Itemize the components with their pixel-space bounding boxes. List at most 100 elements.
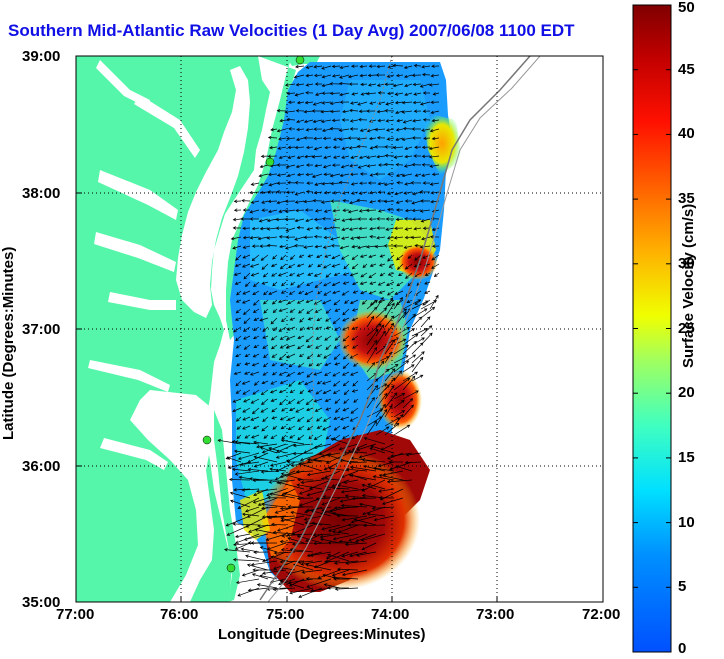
velocity-arrow xyxy=(315,226,322,230)
velocity-arrow xyxy=(325,272,332,278)
velocity-arrow xyxy=(343,479,359,484)
velocity-arrow xyxy=(300,479,323,485)
velocity-arrow xyxy=(306,308,314,314)
velocity-arrow xyxy=(413,227,422,231)
velocity-arrow xyxy=(341,118,350,122)
velocity-arrow xyxy=(232,217,242,222)
velocity-arrow xyxy=(341,218,350,222)
velocity-arrow xyxy=(375,426,390,436)
velocity-arrow xyxy=(303,136,314,140)
velocity-arrow xyxy=(267,209,278,214)
velocity-arrow xyxy=(269,467,287,472)
velocity-arrow xyxy=(313,65,323,69)
velocity-arrow xyxy=(369,173,377,177)
velocity-arrow xyxy=(296,299,305,304)
velocity-arrow xyxy=(411,73,422,78)
velocity-arrow xyxy=(296,172,305,177)
velocity-arrow xyxy=(361,483,377,490)
colorbar-tick-label: 25 xyxy=(678,319,695,337)
velocity-arrow xyxy=(233,326,242,333)
velocity-arrow xyxy=(243,326,251,332)
velocity-arrow xyxy=(384,384,395,400)
velocity-arrow xyxy=(324,371,332,376)
velocity-arrow xyxy=(387,65,395,69)
velocity-arrow xyxy=(351,308,359,312)
velocity-arrow xyxy=(404,154,413,159)
velocity-arrow xyxy=(243,533,269,541)
velocity-arrow xyxy=(431,244,440,248)
field-yellow-ne xyxy=(422,112,462,175)
velocity-arrow xyxy=(366,109,377,113)
velocity-arrow xyxy=(396,118,404,123)
velocity-arrow xyxy=(243,371,251,375)
velocity-arrow xyxy=(298,425,305,431)
velocity-arrow xyxy=(244,281,251,288)
velocity-arrow xyxy=(276,128,287,133)
velocity-arrow xyxy=(395,208,404,212)
velocity-arrow xyxy=(237,497,260,509)
velocity-arrow xyxy=(321,182,332,186)
velocity-arrow xyxy=(313,127,323,131)
velocity-arrow xyxy=(279,244,287,249)
velocity-arrow xyxy=(413,63,422,68)
velocity-arrow xyxy=(256,443,278,449)
velocity-arrow xyxy=(279,335,287,340)
velocity-arrow xyxy=(414,173,422,177)
velocity-arrow xyxy=(317,263,323,268)
velocity-arrow xyxy=(422,109,431,113)
velocity-arrow xyxy=(243,317,251,324)
velocity-arrow xyxy=(323,226,332,231)
velocity-arrow xyxy=(298,587,323,599)
velocity-arrow xyxy=(287,155,296,159)
velocity-arrow xyxy=(393,355,409,364)
velocity-arrow xyxy=(375,392,388,409)
velocity-arrow xyxy=(289,308,296,313)
velocity-arrow xyxy=(401,173,413,178)
velocity-arrow xyxy=(349,127,359,131)
velocity-arrow xyxy=(405,272,413,279)
colorbar-gradient xyxy=(632,4,672,653)
velocity-arrow xyxy=(431,263,440,269)
velocity-arrow xyxy=(261,443,287,454)
velocity-arrow xyxy=(331,163,341,167)
velocity-arrow xyxy=(223,548,251,553)
velocity-arrow xyxy=(306,407,314,412)
velocity-arrow xyxy=(261,200,269,204)
velocity-arrow xyxy=(313,371,323,376)
velocity-arrow xyxy=(366,397,375,409)
velocity-arrow xyxy=(351,263,359,270)
velocity-arrow xyxy=(403,164,413,168)
velocity-arrow xyxy=(305,163,314,167)
velocity-arrow xyxy=(313,443,332,450)
velocity-arrow xyxy=(252,425,260,430)
velocity-arrow xyxy=(307,317,314,321)
velocity-arrow xyxy=(431,118,440,123)
velocity-arrow xyxy=(358,452,377,459)
station-marker xyxy=(265,157,275,167)
velocity-arrow xyxy=(280,517,305,526)
velocity-arrow xyxy=(316,353,323,357)
velocity-arrow xyxy=(280,290,287,294)
velocity-arrow xyxy=(333,577,349,581)
velocity-arrow xyxy=(314,209,323,213)
velocity-arrow xyxy=(419,190,431,194)
velocity-arrow xyxy=(234,281,242,285)
velocity-arrow xyxy=(286,136,296,141)
velocity-arrow xyxy=(407,254,413,259)
velocity-arrow xyxy=(338,128,350,132)
velocity-arrow xyxy=(350,64,359,68)
velocity-arrow xyxy=(353,398,359,403)
velocity-arrow xyxy=(402,404,414,418)
velocity-arrow xyxy=(382,470,404,477)
velocity-arrow xyxy=(252,308,260,313)
velocity-arrow xyxy=(321,452,341,458)
velocity-arrow xyxy=(376,155,386,159)
velocity-arrow xyxy=(384,339,396,355)
velocity-arrow xyxy=(256,488,278,493)
velocity-arrow xyxy=(403,74,413,79)
velocity-arrow xyxy=(367,83,377,87)
velocity-arrow xyxy=(404,83,413,88)
velocity-arrow xyxy=(412,100,422,105)
velocity-arrow xyxy=(242,245,251,249)
velocity-arrow xyxy=(287,145,296,150)
